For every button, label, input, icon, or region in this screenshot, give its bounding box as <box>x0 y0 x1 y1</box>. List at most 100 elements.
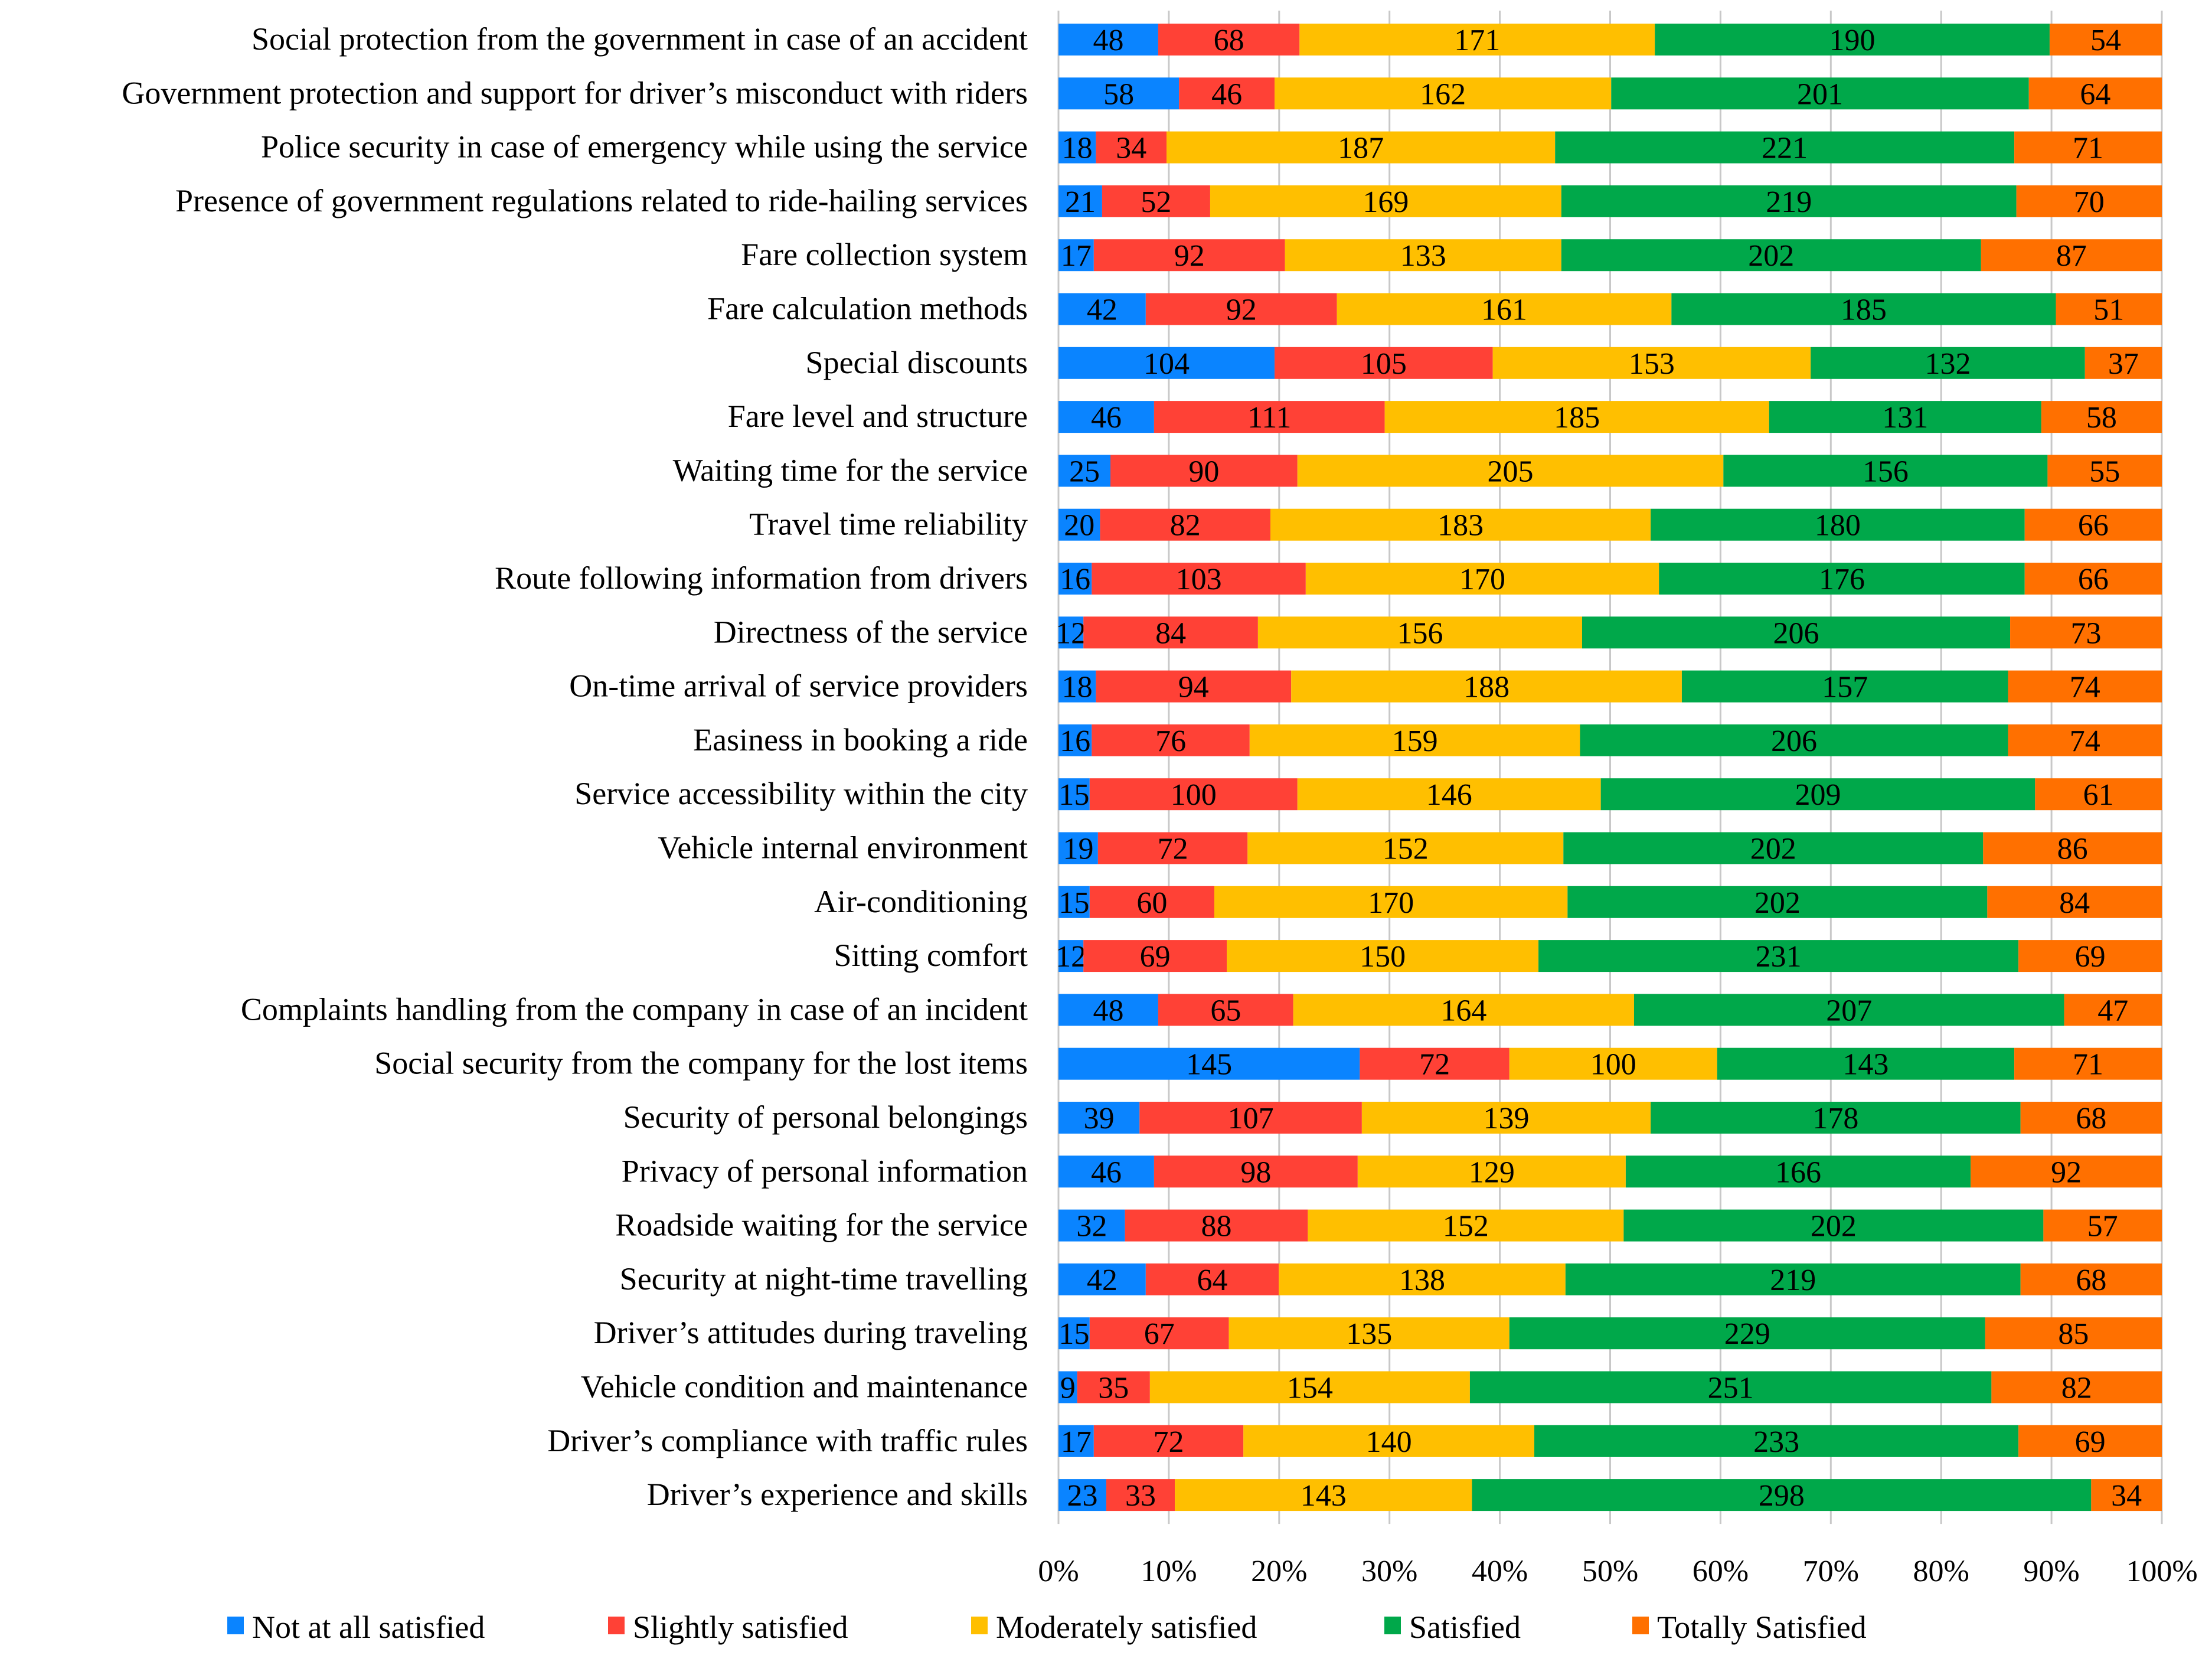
data-label: 86 <box>2057 833 2088 866</box>
data-label: 162 <box>1420 77 1466 111</box>
data-label: 51 <box>2093 293 2124 327</box>
data-label: 157 <box>1822 671 1868 704</box>
data-label: 18 <box>1062 671 1093 704</box>
category-label: Social security from the company for the… <box>374 1046 1028 1081</box>
data-label: 251 <box>1708 1372 1754 1405</box>
data-label: 72 <box>1154 1425 1184 1459</box>
data-label: 58 <box>2086 401 2117 435</box>
data-label: 170 <box>1368 886 1414 920</box>
bar-segment <box>1154 1155 1358 1188</box>
category-label: Service accessibility within the city <box>574 776 1028 811</box>
data-label: 180 <box>1815 509 1861 543</box>
bar-segment <box>1097 832 1248 864</box>
legend-swatch <box>971 1617 988 1634</box>
bar-segment <box>1167 131 1556 164</box>
data-label: 166 <box>1775 1155 1821 1189</box>
bar-segment <box>2014 1047 2162 1080</box>
data-label: 201 <box>1797 77 1843 111</box>
bar-segment <box>1058 940 1084 972</box>
bar-segment <box>1058 131 1096 164</box>
bar-segment <box>2091 1479 2162 1511</box>
x-tick-label: 30% <box>1361 1555 1417 1588</box>
data-label: 206 <box>1773 616 1819 650</box>
bar-segment <box>2016 185 2162 217</box>
data-label: 72 <box>1158 833 1188 866</box>
category-label: Presence of government regulations relat… <box>175 183 1028 218</box>
data-label: 207 <box>1826 994 1872 1027</box>
legend-label: Slightly satisfied <box>633 1610 848 1645</box>
category-label: Privacy of personal information <box>622 1153 1028 1189</box>
data-label: 68 <box>1214 24 1244 57</box>
data-label: 150 <box>1360 940 1406 974</box>
bar-segment <box>2020 1263 2162 1295</box>
data-label: 64 <box>2080 77 2110 111</box>
data-label: 100 <box>1171 778 1217 812</box>
bar-segment <box>2018 940 2162 972</box>
data-label: 72 <box>1419 1048 1450 1082</box>
bar-segment <box>1058 347 1275 379</box>
bar-segment <box>2084 347 2162 379</box>
data-label: 34 <box>1116 132 1146 165</box>
data-label: 161 <box>1481 293 1527 327</box>
bar-segment <box>1058 185 1102 217</box>
data-label: 176 <box>1819 563 1865 596</box>
bar-segment <box>1093 1425 1244 1457</box>
bar-segment <box>1058 563 1092 595</box>
data-label: 164 <box>1440 994 1486 1027</box>
bar-segment <box>1361 1102 1651 1134</box>
data-label: 84 <box>1155 616 1186 650</box>
bar-segment <box>1058 1209 1125 1242</box>
x-tick-label: 20% <box>1251 1555 1307 1588</box>
category-label: Route following information from drivers <box>495 560 1028 596</box>
data-label: 183 <box>1437 509 1484 543</box>
bar-segment <box>1210 185 1561 217</box>
bar-segment <box>1058 724 1092 756</box>
bar-segment <box>2028 77 2162 110</box>
data-label: 15 <box>1058 778 1089 812</box>
category-label: Fare calculation methods <box>707 291 1028 327</box>
bar-segment <box>2014 131 2162 164</box>
bar-segment <box>1611 77 2029 110</box>
bar-segment <box>1058 670 1096 703</box>
data-label: 65 <box>1210 994 1241 1027</box>
legend-label: Moderately satisfied <box>996 1610 1257 1645</box>
data-label: 138 <box>1399 1264 1445 1297</box>
data-label: 98 <box>1240 1155 1271 1189</box>
bar-segment <box>2047 455 2162 487</box>
data-label: 202 <box>1811 1210 1857 1243</box>
data-label: 32 <box>1076 1210 1107 1243</box>
bar-segment <box>1058 293 1146 325</box>
bar-segment <box>1083 940 1227 972</box>
bar-segment <box>1093 239 1285 272</box>
bar-segment <box>1096 670 1292 703</box>
bar-segment <box>2018 1425 2162 1457</box>
category-label: Driver’s compliance with traffic rules <box>547 1423 1028 1458</box>
data-label: 188 <box>1463 671 1509 704</box>
data-label: 219 <box>1766 185 1812 219</box>
data-label: 58 <box>1103 77 1134 111</box>
bar-segment <box>1360 1047 1509 1080</box>
bar-segment <box>1534 1425 2019 1457</box>
bar-segment <box>1769 401 2041 433</box>
bar-segment <box>1279 1263 1566 1295</box>
bar-segment <box>1971 1155 2162 1188</box>
data-label: 82 <box>1170 509 1201 543</box>
bar-segment <box>1297 455 1724 487</box>
bar-segment <box>2041 401 2162 433</box>
category-label: Driver’s attitudes during traveling <box>594 1315 1028 1350</box>
bar-segment <box>1987 886 2162 918</box>
bar-segment <box>1058 1155 1154 1188</box>
data-label: 46 <box>1091 401 1122 435</box>
data-label: 87 <box>2056 239 2087 273</box>
legend-label: Totally Satisfied <box>1657 1610 1867 1645</box>
category-label: Easiness in booking a ride <box>693 722 1028 758</box>
bar-segment <box>2049 24 2162 56</box>
bar-segment <box>1227 940 1539 972</box>
x-tick-label: 70% <box>1803 1555 1859 1588</box>
data-label: 15 <box>1058 1317 1089 1351</box>
data-label: 39 <box>1084 1102 1115 1135</box>
data-label: 68 <box>2076 1102 2106 1135</box>
data-label: 132 <box>1925 347 1971 381</box>
bar-segment <box>1058 77 1179 110</box>
